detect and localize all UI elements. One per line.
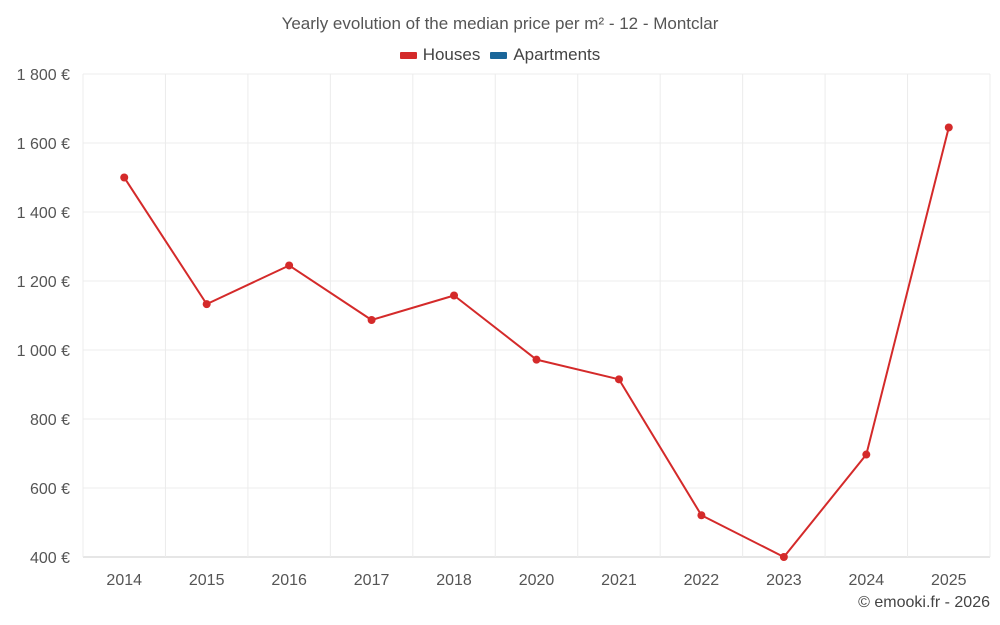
x-tick-label: 2023 bbox=[766, 572, 802, 589]
x-tick-label: 2021 bbox=[601, 572, 637, 589]
y-tick-label: 1 000 € bbox=[17, 343, 70, 360]
data-point-houses-2014 bbox=[120, 173, 129, 182]
data-point-houses-2022 bbox=[697, 511, 706, 520]
x-tick-label: 2022 bbox=[684, 572, 720, 589]
legend-swatch-apartments bbox=[490, 51, 508, 59]
x-tick-label: 2024 bbox=[849, 572, 885, 589]
legend: Houses Apartments bbox=[0, 45, 1000, 65]
chart-title: Yearly evolution of the median price per… bbox=[281, 14, 719, 33]
y-tick-label: 1 400 € bbox=[17, 205, 70, 222]
x-tick-label: 2015 bbox=[189, 572, 225, 589]
legend-label-apartments: Apartments bbox=[513, 45, 601, 64]
x-tick-label: 2018 bbox=[436, 572, 472, 589]
data-point-houses-2020 bbox=[532, 355, 541, 364]
x-tick-label: 2016 bbox=[271, 572, 307, 589]
y-tick-label: 1 200 € bbox=[17, 274, 70, 291]
data-point-houses-2016 bbox=[285, 261, 294, 270]
legend-swatch-houses bbox=[399, 51, 417, 59]
legend-label-houses: Houses bbox=[422, 45, 481, 64]
credit-text: © emooki.fr - 2026 bbox=[858, 594, 990, 611]
y-tick-label: 1 600 € bbox=[17, 136, 70, 153]
legend-item-apartments[interactable]: Apartments bbox=[490, 45, 600, 65]
data-point-houses-2025 bbox=[944, 123, 953, 132]
x-tick-label: 2014 bbox=[106, 572, 142, 589]
x-tick-label: 2025 bbox=[931, 572, 967, 589]
x-tick-label: 2017 bbox=[354, 572, 390, 589]
data-point-houses-2018 bbox=[450, 291, 459, 300]
y-tick-label: 800 € bbox=[30, 412, 70, 429]
y-tick-label: 1 800 € bbox=[17, 67, 70, 84]
data-point-houses-2024 bbox=[862, 450, 871, 459]
legend-item-houses[interactable]: Houses bbox=[399, 45, 481, 65]
y-tick-label: 400 € bbox=[30, 550, 70, 567]
data-point-houses-2021 bbox=[614, 375, 623, 384]
y-tick-label: 600 € bbox=[30, 481, 70, 498]
data-point-houses-2015 bbox=[202, 300, 211, 309]
data-point-houses-2023 bbox=[779, 553, 788, 561]
x-tick-label: 2020 bbox=[519, 572, 555, 589]
data-point-houses-2017 bbox=[367, 315, 376, 324]
